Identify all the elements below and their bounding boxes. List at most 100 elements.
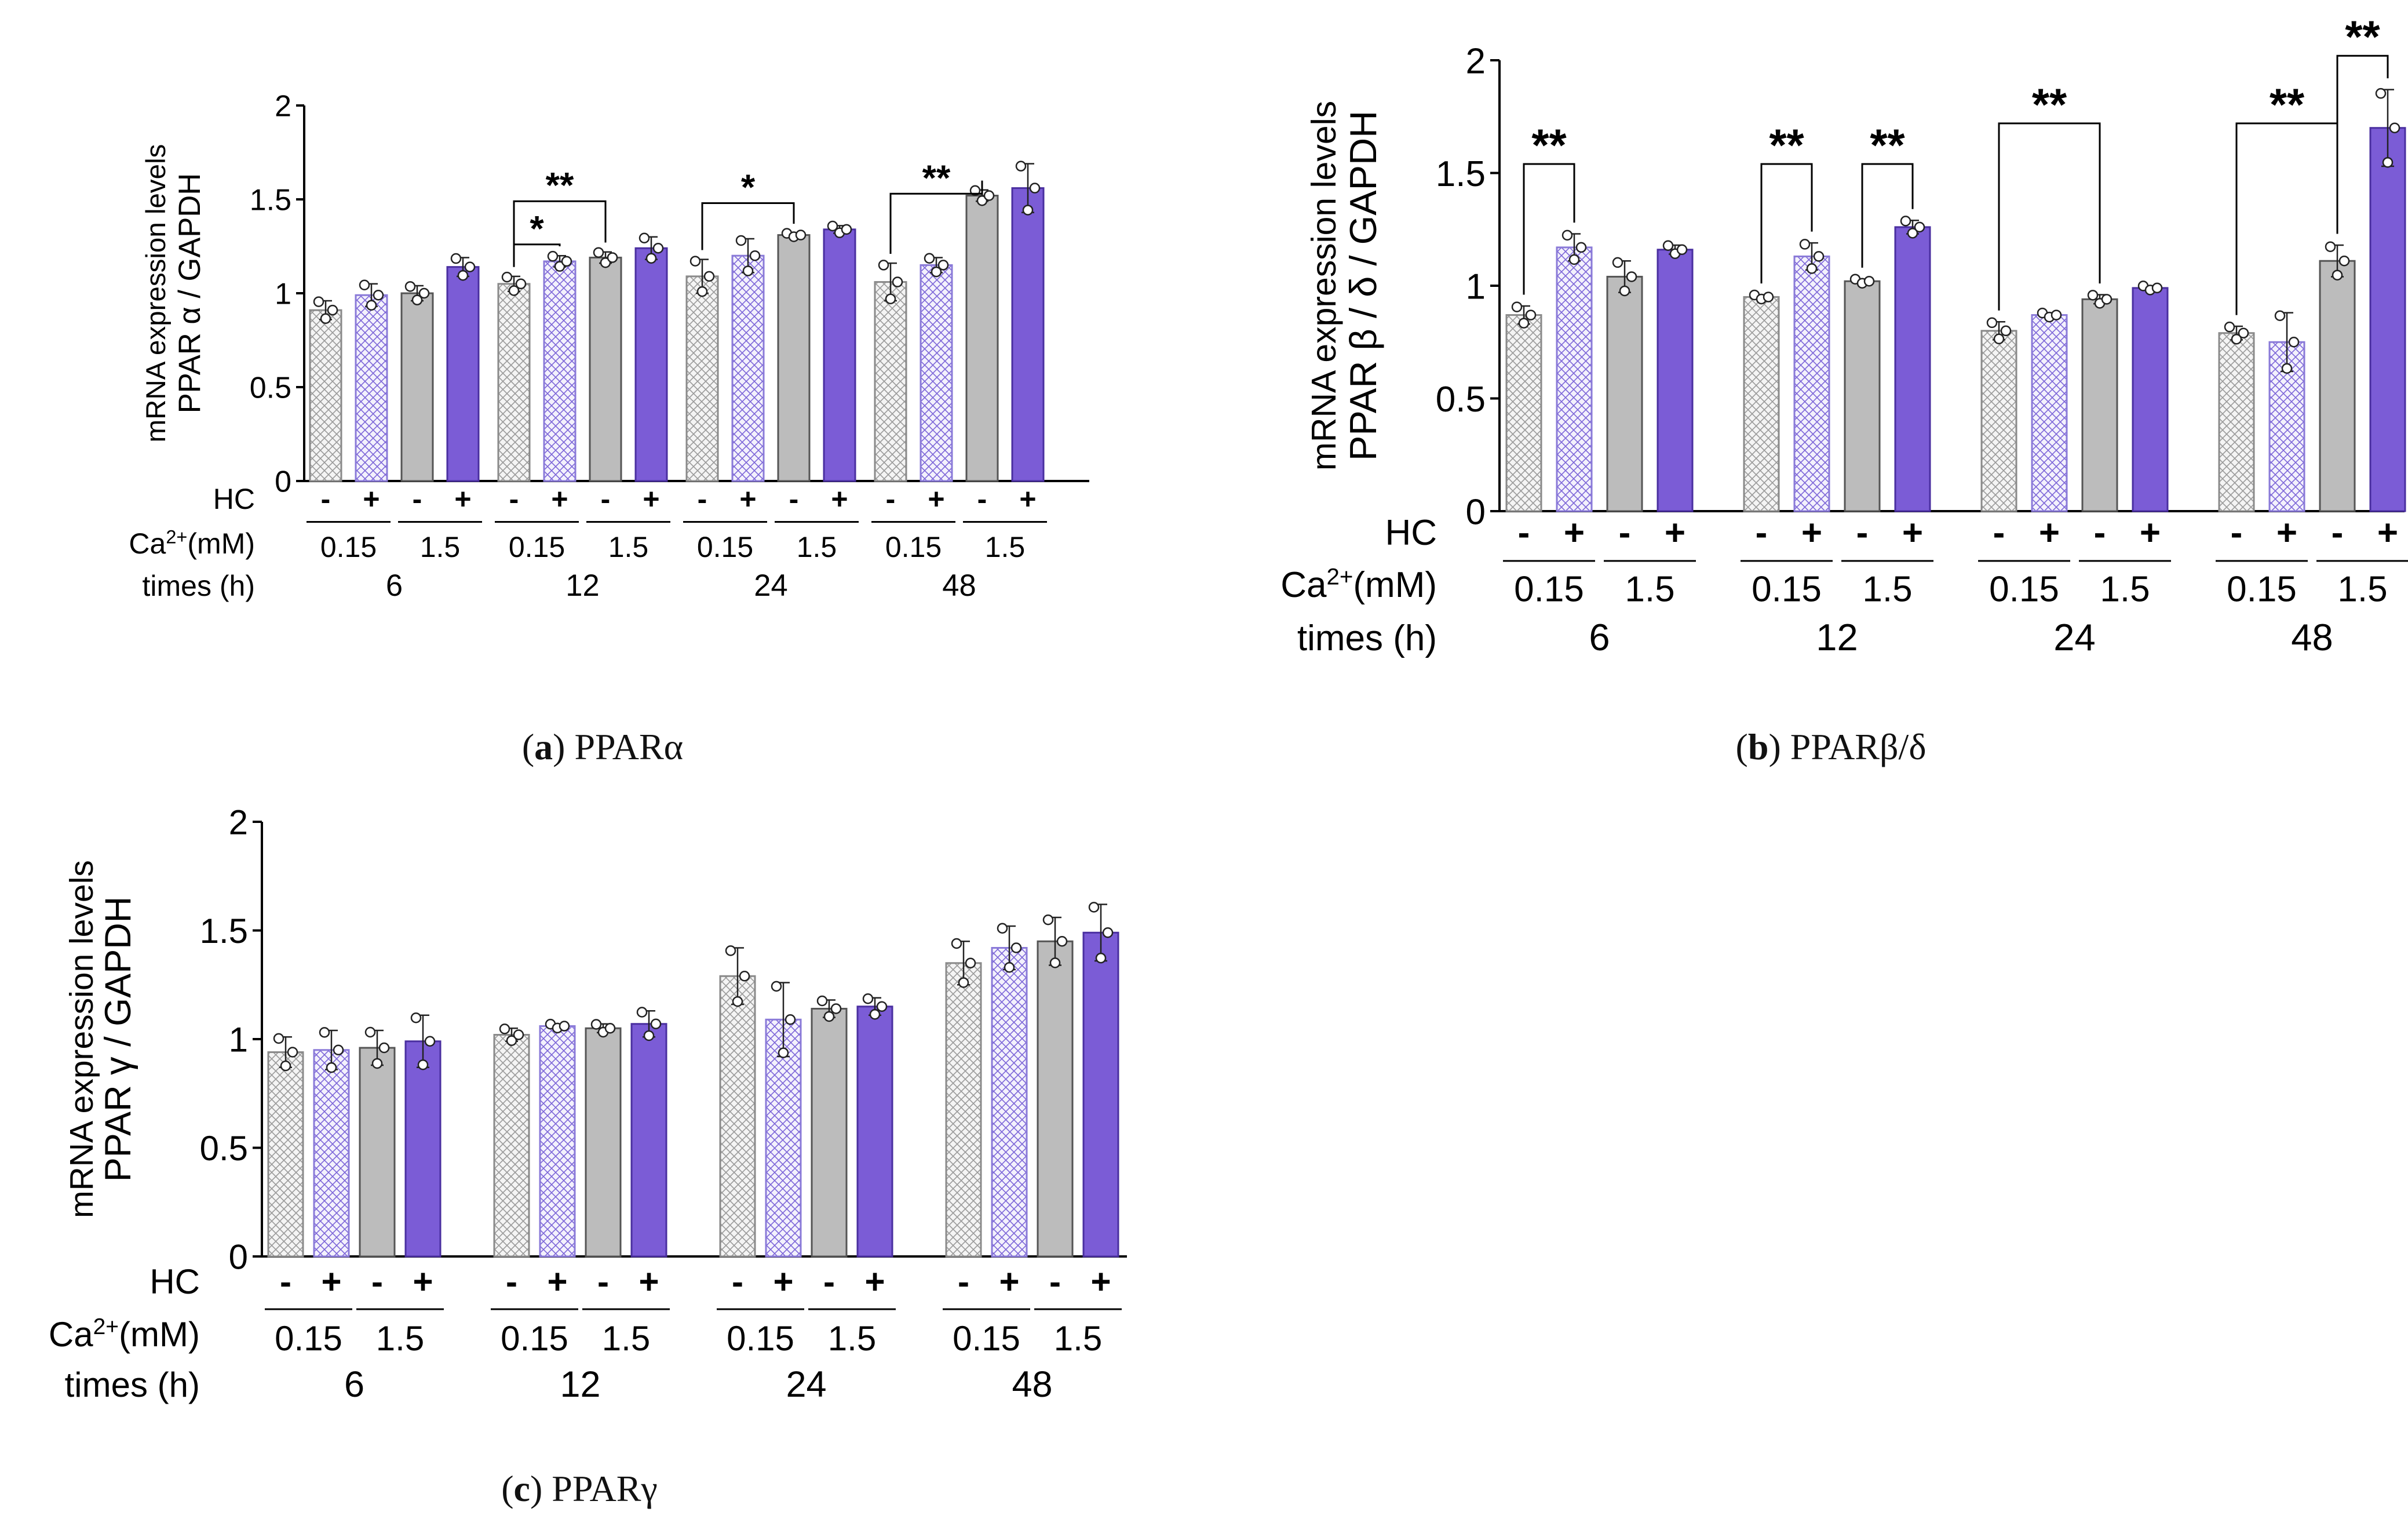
data-point	[600, 257, 611, 268]
significance-marker: **	[2345, 12, 2380, 62]
hc-row-label: HC	[213, 483, 255, 515]
caption-a: (a) PPARα	[522, 726, 683, 767]
data-point	[937, 260, 949, 271]
y-tick-label: 1.5	[200, 912, 248, 950]
data-point	[703, 271, 715, 282]
bar	[585, 1027, 622, 1258]
data-point	[732, 996, 743, 1007]
data-point	[1863, 275, 1875, 287]
bar	[313, 1049, 350, 1258]
hc-sign: -	[321, 483, 331, 515]
data-point	[326, 1062, 337, 1073]
y-tick-label: 1.5	[1436, 154, 1486, 194]
significance-marker: **	[922, 158, 951, 198]
data-point	[373, 289, 384, 301]
calcium-low-label: 0.15	[2227, 569, 2297, 609]
data-point	[2281, 363, 2293, 374]
calcium-low-label: 0.15	[1514, 569, 1584, 609]
hc-row-label: HC	[149, 1262, 200, 1301]
bar	[991, 947, 1028, 1258]
bar	[400, 292, 434, 482]
calcium-low-label: 0.15	[697, 531, 753, 563]
hc-sign: -	[1619, 513, 1631, 553]
caption-b-text: PPARβ/δ	[1790, 726, 1927, 767]
hc-sign: -	[280, 1262, 291, 1301]
hc-sign: -	[886, 483, 896, 515]
y-tick-label: 2	[1466, 41, 1486, 81]
bar	[1844, 280, 1881, 512]
hc-sign: +	[864, 1262, 885, 1301]
data-point	[2389, 122, 2400, 133]
bar	[777, 234, 811, 482]
data-point	[725, 945, 736, 956]
hc-sign: -	[698, 483, 707, 515]
data-point	[1612, 257, 1623, 268]
calcium-label-superscript: 2+	[166, 527, 187, 548]
time-group-label: 48	[1012, 1364, 1052, 1405]
hc-sign: -	[1518, 513, 1530, 553]
bar	[1556, 246, 1593, 512]
data-point	[604, 1023, 616, 1034]
data-point	[1511, 301, 1523, 312]
y-tick-label: 1.5	[250, 184, 291, 217]
significance-bracket	[2336, 54, 2389, 234]
data-point	[976, 195, 988, 206]
data-point	[2151, 282, 2163, 294]
data-point	[1102, 927, 1114, 938]
data-point	[2274, 310, 2286, 321]
data-point	[2231, 333, 2242, 345]
hc-sign: -	[1993, 513, 2005, 553]
time-row-label: times (h)	[65, 1365, 200, 1404]
data-point	[689, 256, 701, 267]
hc-sign: -	[823, 1262, 835, 1301]
data-point	[499, 1023, 510, 1034]
data-point	[739, 971, 750, 982]
bar	[965, 195, 999, 482]
hc-sign: +	[2140, 513, 2161, 553]
time-group-label: 6	[386, 569, 403, 603]
hc-sign: -	[371, 1262, 383, 1301]
data-point	[593, 247, 604, 258]
data-point	[1525, 309, 1537, 320]
data-point	[1022, 205, 1034, 216]
calcium-low-label: 0.15	[953, 1319, 1020, 1358]
calcium-high-label: 1.5	[985, 531, 1026, 563]
y-tick-label: 2	[275, 90, 291, 123]
data-point	[1662, 240, 1674, 252]
bar	[823, 228, 856, 482]
hc-sign: +	[999, 1262, 1019, 1301]
data-point	[417, 1059, 429, 1070]
bar	[1894, 226, 1931, 512]
data-point	[554, 261, 565, 272]
calcium-high-label: 1.5	[602, 1319, 650, 1358]
data-point	[749, 250, 761, 261]
bar	[856, 1006, 893, 1258]
calcium-high-label: 1.5	[376, 1319, 424, 1358]
calcium-high-label: 1.5	[2100, 569, 2150, 609]
data-point	[643, 1030, 655, 1041]
bar	[1011, 187, 1045, 482]
bar	[920, 264, 953, 482]
y-axis-title-line2: PPAR β / δ / GAPDH	[1342, 111, 1384, 461]
time-group-label: 24	[754, 569, 787, 603]
data-point	[636, 1007, 648, 1018]
hc-sign: +	[928, 483, 944, 515]
time-group-label: 12	[560, 1364, 600, 1405]
caption-a-letter: a	[534, 726, 553, 767]
data-point	[1010, 942, 1022, 953]
data-point	[1029, 183, 1041, 194]
data-point	[333, 1044, 344, 1055]
hc-sign: +	[547, 1262, 567, 1301]
hc-sign: +	[1564, 513, 1585, 553]
significance-marker: **	[1870, 121, 1905, 170]
y-tick-label: 0	[229, 1238, 248, 1277]
hc-sign: +	[643, 483, 659, 515]
y-tick-label: 0	[275, 465, 291, 499]
calcium-high-label: 1.5	[420, 531, 461, 563]
data-point	[823, 1011, 835, 1022]
data-point	[816, 995, 828, 1007]
data-point	[1088, 902, 1100, 913]
hc-sign: +	[363, 483, 380, 515]
calcium-high-label: 1.5	[1625, 569, 1674, 609]
hc-sign: -	[977, 483, 987, 515]
